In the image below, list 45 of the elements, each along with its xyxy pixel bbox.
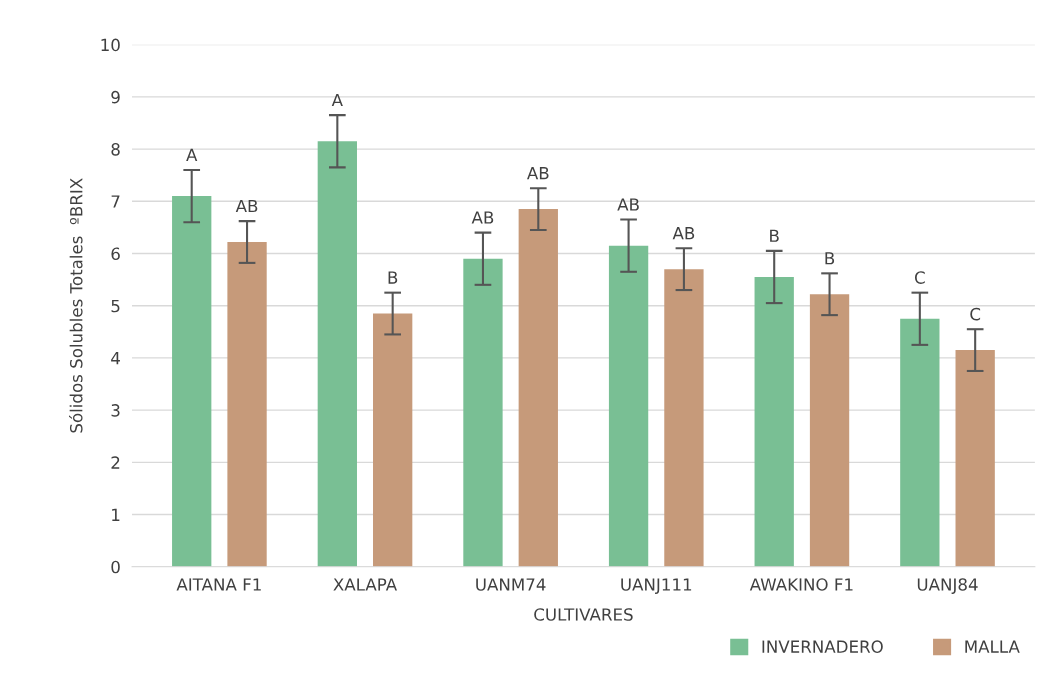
bar [373, 313, 413, 567]
annotation: AB [527, 167, 549, 180]
legend-label: INVERNADERO [762, 640, 883, 653]
y-tick-label: 8 [111, 143, 120, 156]
bar [227, 242, 267, 567]
x-tick-label: AITANA F1 [176, 578, 261, 591]
annotation: C [970, 307, 981, 321]
annotation: B [388, 271, 398, 284]
y-tick-label: 7 [111, 195, 120, 208]
x-tick-label: XALAPA [333, 578, 397, 591]
bar [809, 294, 850, 567]
y-tick-label: 0 [111, 560, 120, 574]
annotation: A [186, 148, 198, 161]
bar [518, 209, 558, 567]
annotation: AB [235, 199, 258, 213]
x-tick-label: UANJ84 [917, 578, 978, 594]
bar [754, 277, 794, 567]
y-tick-label: 1 [112, 508, 120, 521]
y-tick-label: 6 [111, 247, 120, 261]
bar [664, 269, 704, 567]
annotation: B [770, 229, 779, 242]
y-tick-label: 4 [111, 352, 120, 365]
bar [955, 350, 995, 567]
annotation: C [914, 271, 925, 284]
y-axis-title: Sólidos Solubles Totales ºBRIX [68, 178, 83, 433]
y-tick-label: 9 [111, 90, 120, 104]
bar [608, 245, 649, 567]
bar [900, 318, 940, 567]
x-tick-label: AWAKINO F1 [749, 578, 853, 591]
legend-label: MALLA [965, 640, 1020, 653]
annotation: A [331, 93, 343, 107]
annotation: AB [471, 211, 494, 224]
y-tick-label: 2 [111, 456, 120, 469]
bar [172, 196, 212, 567]
y-tick-label: 3 [111, 404, 120, 417]
annotation: AB [672, 227, 695, 240]
x-axis-title: CULTIVARES [534, 608, 633, 621]
x-tick-label: UANJ111 [621, 578, 692, 594]
y-tick-label: 10 [101, 38, 120, 52]
bar [463, 258, 503, 567]
x-tick-label: UANM74 [476, 578, 546, 591]
y-tick-label: 5 [111, 299, 120, 313]
annotation: B [825, 252, 835, 265]
bar [317, 141, 357, 567]
annotation: AB [617, 198, 639, 211]
